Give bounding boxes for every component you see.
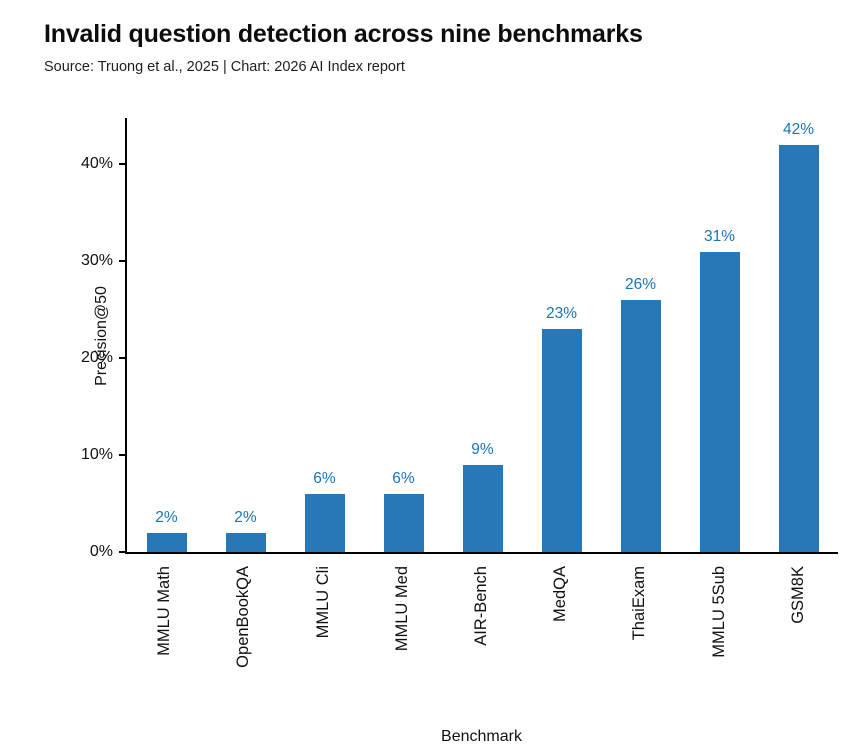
bar: 6% [383,470,424,552]
bar: 42% [778,121,819,552]
x-tick-label: MedQA [551,566,570,622]
bar: 26% [620,276,661,552]
bar-group: 2% [127,118,206,552]
bar-chart: Precision@50 2% 2% 6% 6% 9% 23% 26% 31% 42% 0% 10… [44,100,838,750]
x-tick-label: MMLU Cli [313,566,332,639]
bar-value-label: 6% [313,469,336,487]
bar-value-label: 26% [624,276,657,294]
x-tick-label: MMLU Med [392,566,411,652]
bar: 23% [541,305,582,552]
bar-value-label: 2% [234,508,257,526]
chart-title: Invalid question detection across nine b… [44,20,643,48]
y-tick-label: 20% [80,349,113,367]
bar: 9% [462,441,503,552]
bar-value-label: 23% [545,305,578,323]
x-tick-cell: MMLU Math [125,566,204,656]
bars-container: 2% 2% 6% 6% 9% 23% 26% 31% 42% [127,118,838,552]
x-axis-label: Benchmark [441,728,522,745]
y-tick-mark [119,551,127,553]
bar-group: 31% [680,118,759,552]
x-tick-label: ThaiExam [630,566,649,641]
bar-value-label: 2% [155,508,178,526]
bar-value-label: 9% [471,440,494,458]
x-tick-labels: MMLU Math OpenBookQA MMLU Cli MMLU Med AIR-B… [125,566,838,724]
y-tick-label: 30% [80,252,113,270]
bar-group: 26% [601,118,680,552]
y-axis-label: Precision@50 [92,286,110,386]
x-tick-cell: GSM8K [759,566,838,624]
y-tick-mark [119,260,127,263]
y-tick-mark [119,163,127,166]
bar-group: 42% [759,118,838,552]
x-tick-cell: ThaiExam [600,566,679,640]
x-tick-cell: MMLU Med [363,566,442,651]
bar: 6% [304,470,345,552]
x-tick-cell: AIR-Bench [442,566,521,646]
bar-group: 23% [522,118,601,552]
x-tick-label: MMLU 5Sub [709,566,728,658]
y-tick-label: 0% [89,543,113,560]
bar: 2% [146,509,187,552]
plot-area: 2% 2% 6% 6% 9% 23% 26% 31% 42% 0% 10% 20% 30% 40% [81,118,838,560]
x-tick-cell: MMLU 5Sub [680,566,759,658]
bar-group: 2% [206,118,285,552]
y-tick-mark [119,454,127,457]
bar-value-label: 42% [782,121,815,139]
x-tick-label: OpenBookQA [234,566,253,668]
bar: 31% [699,228,740,552]
x-tick-label: GSM8K [788,566,807,624]
x-tick-label: MMLU Math [155,566,174,656]
x-tick-cell: OpenBookQA [204,566,283,668]
bar-group: 9% [443,118,522,552]
y-tick-label: 40% [80,155,113,173]
bar: 2% [225,509,266,552]
x-tick-cell: MMLU Cli [283,566,362,638]
x-tick-cell: MedQA [521,566,600,622]
bar-value-label: 31% [703,227,736,245]
bar-group: 6% [285,118,364,552]
y-tick-mark [119,357,127,360]
x-tick-label: AIR-Bench [471,566,490,646]
bar-group: 6% [364,118,443,552]
y-tick-label: 10% [80,446,113,464]
chart-subtitle: Source: Truong et al., 2025 | Chart: 202… [44,59,405,75]
bar-value-label: 6% [392,469,415,487]
